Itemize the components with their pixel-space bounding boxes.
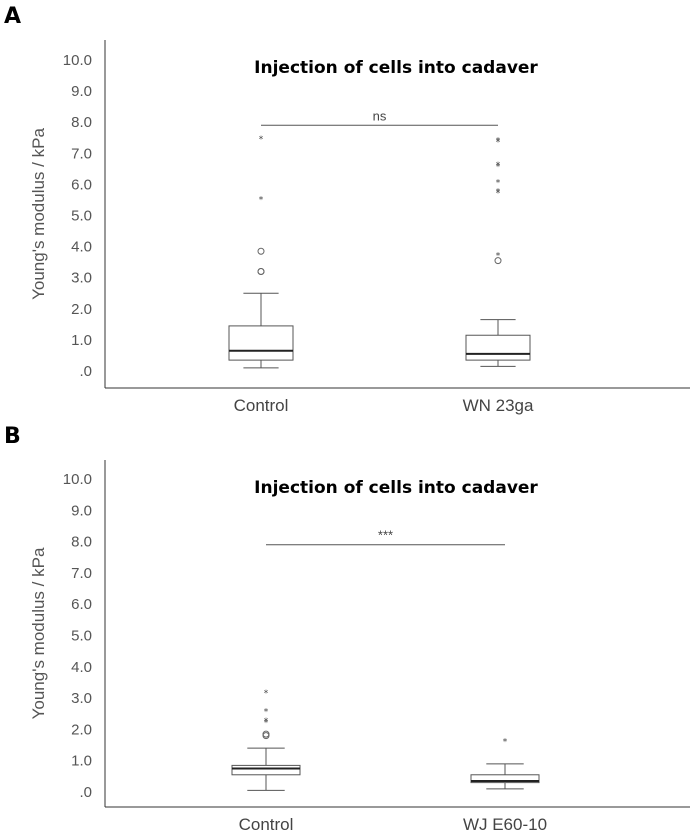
panel-letter-b: B xyxy=(4,424,21,449)
panel-a-category-label: WN 23ga xyxy=(463,396,534,415)
panel-b-y-tick-label: 6.0 xyxy=(71,596,92,613)
outlier-star: * xyxy=(264,708,269,718)
panel-b-y-tick-label: 1.0 xyxy=(71,753,92,770)
outlier-star: * xyxy=(503,737,508,747)
iqr-box xyxy=(470,774,540,784)
panel-b-y-tick-label: 7.0 xyxy=(71,565,92,582)
boxplot-chart-a: .0 1.0 2.0 3.0 4.0 5.0 6.0 7.0 8.0 9.0 10.0 Young's… xyxy=(29,40,690,415)
panel-a-y-tick-label: 6.0 xyxy=(71,176,92,193)
outlier-star: * xyxy=(496,136,501,146)
outlier-circle xyxy=(257,267,265,275)
outlier-circle xyxy=(262,730,270,738)
panel-a-significance-label: ns xyxy=(373,108,387,123)
panel-b-significance-label: *** xyxy=(378,528,393,543)
outlier-star: * xyxy=(496,189,501,199)
panel-b-y-tick-label: .0 xyxy=(79,784,92,801)
panel-b-chart-title: Injection of cells into cadaver xyxy=(254,478,538,498)
outlier-star: * xyxy=(259,195,264,205)
panel-a-y-tick-label: 4.0 xyxy=(71,239,92,256)
outlier-circle xyxy=(494,257,502,265)
outlier-star: * xyxy=(264,717,269,727)
panel-b-category-label: Control xyxy=(239,815,294,834)
panel-a-chart-title: Injection of cells into cadaver xyxy=(254,58,538,78)
iqr-box xyxy=(465,334,531,361)
outlier-star: * xyxy=(264,719,269,729)
panel-b-y-tick-label: 9.0 xyxy=(71,502,92,519)
panel-b-y-tick-label: 10.0 xyxy=(63,471,92,488)
panel-b-y-tick-label: 4.0 xyxy=(71,659,92,676)
panel-a-y-tick-label: 7.0 xyxy=(71,145,92,162)
panel-a-y-tick-label: 1.0 xyxy=(71,332,92,349)
panel-letter-a: A xyxy=(4,4,22,29)
panel-a-category-label: Control xyxy=(234,396,289,415)
outlier-star: * xyxy=(496,163,501,173)
panel-b-y-tick-label: 5.0 xyxy=(71,628,92,645)
panel-a-y-tick-label: 2.0 xyxy=(71,301,92,318)
panel-a-box-1: ** xyxy=(228,135,294,369)
panel-b-box-1: **** xyxy=(231,689,301,791)
panel-a-y-tick-label: 9.0 xyxy=(71,83,92,100)
iqr-box xyxy=(228,325,294,361)
panel-a-y-tick-label: 3.0 xyxy=(71,270,92,287)
outlier-star: * xyxy=(496,138,501,148)
outlier-circle xyxy=(257,247,265,255)
panel-b-y-tick-label: 3.0 xyxy=(71,690,92,707)
panel-a-y-tick-label: .0 xyxy=(79,363,92,380)
outlier-star: * xyxy=(496,188,501,198)
panel-b-y-axis-label: Young's modulus / kPa xyxy=(29,547,48,719)
outlier-star: * xyxy=(496,251,501,261)
panel-a-y-tick-label: 8.0 xyxy=(71,114,92,131)
panel-a-y-tick-label: 5.0 xyxy=(71,208,92,225)
outlier-star: * xyxy=(496,161,501,171)
iqr-box xyxy=(231,764,301,776)
panel-b-box-2: * xyxy=(470,737,540,790)
panel-a-box-2: ******** xyxy=(465,136,531,367)
panel-a-y-tick-label: 10.0 xyxy=(63,52,92,69)
panel-a-y-axis-label: Young's modulus / kPa xyxy=(29,128,48,300)
outlier-star: * xyxy=(259,135,264,145)
outlier-star: * xyxy=(496,178,501,188)
panel-b-y-tick-label: 8.0 xyxy=(71,534,92,551)
panel-b-category-label: WJ E60-10 xyxy=(463,815,547,834)
outlier-star: * xyxy=(264,689,269,699)
panel-b-y-tick-label: 2.0 xyxy=(71,721,92,738)
boxplot-chart-b: .0 1.0 2.0 3.0 4.0 5.0 6.0 7.0 8.0 9.0 10.0 Young's… xyxy=(29,460,690,834)
